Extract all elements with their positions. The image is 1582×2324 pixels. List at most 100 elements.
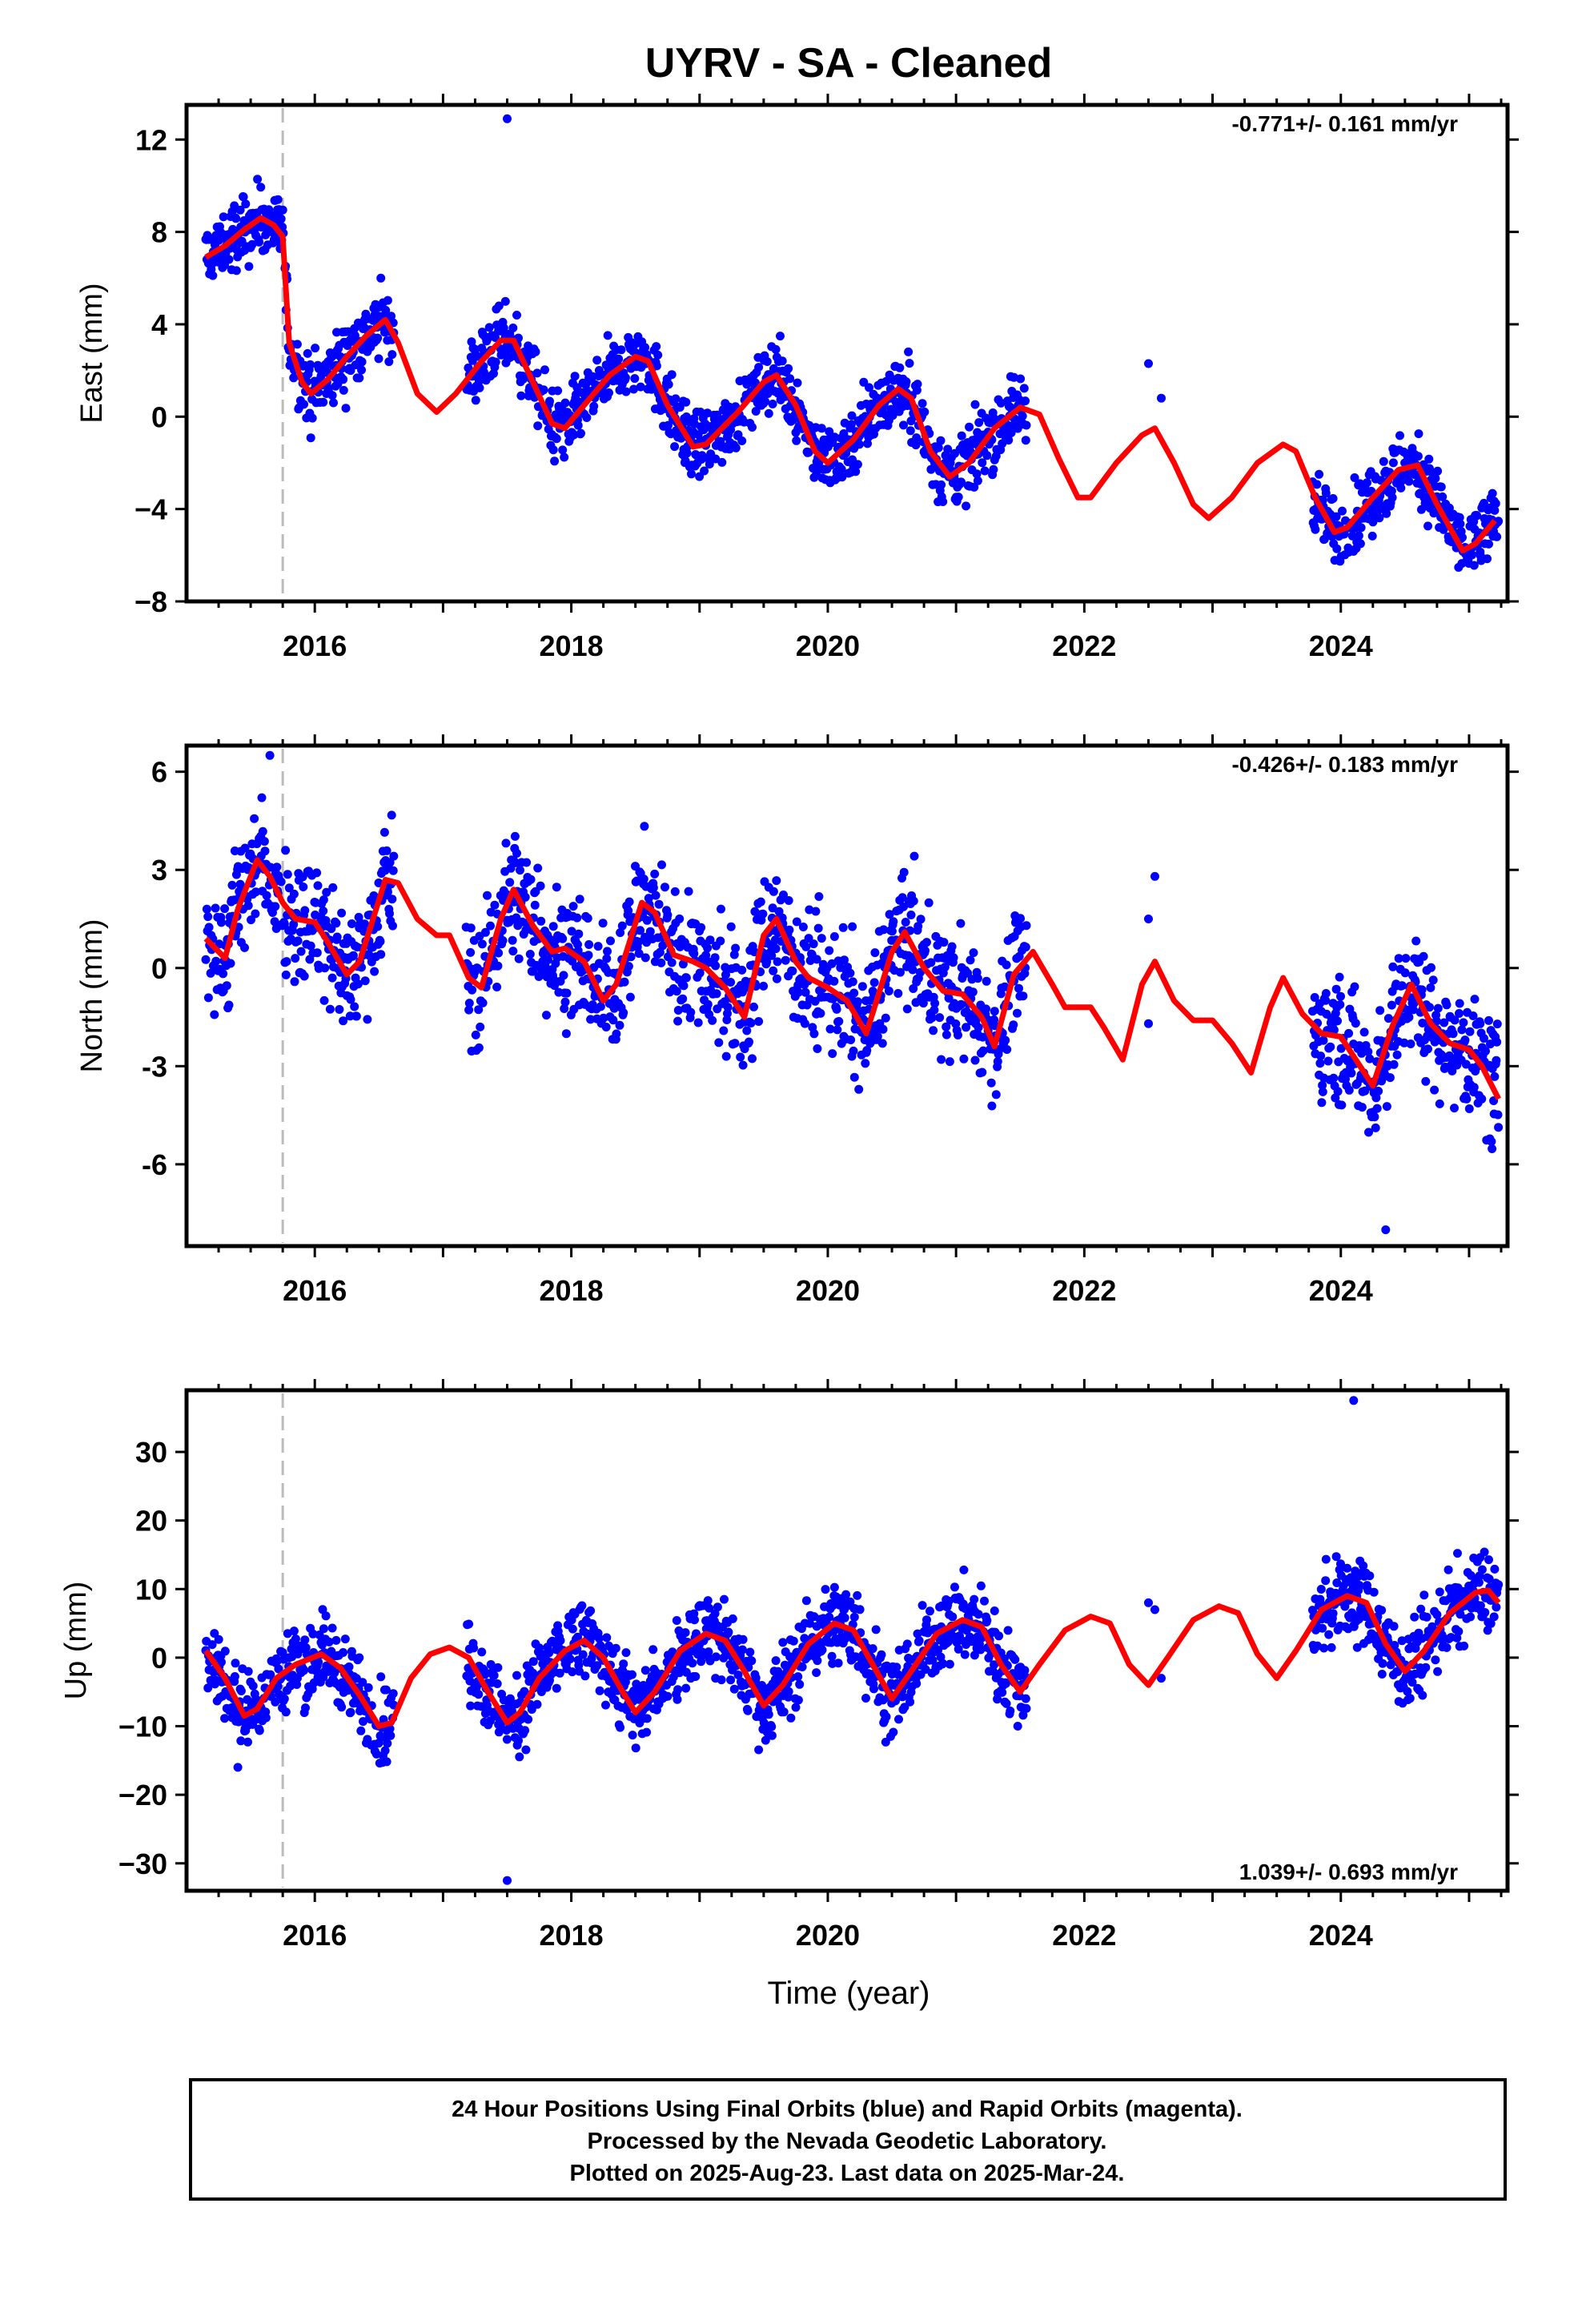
observation-point bbox=[1016, 374, 1026, 384]
observation-point bbox=[729, 1684, 739, 1694]
observation-point bbox=[970, 1651, 979, 1660]
observation-point bbox=[582, 413, 592, 422]
observation-point bbox=[1355, 539, 1365, 549]
observation-point bbox=[663, 1691, 673, 1701]
observation-point bbox=[917, 399, 927, 408]
observation-point bbox=[1491, 499, 1500, 509]
observation-point bbox=[542, 1011, 551, 1020]
observation-point bbox=[956, 919, 966, 928]
observation-point bbox=[673, 1685, 683, 1695]
observation-point bbox=[626, 952, 636, 962]
observation-point bbox=[1425, 1003, 1434, 1012]
observation-point bbox=[849, 1612, 859, 1622]
observation-point bbox=[319, 1624, 328, 1634]
plot-frame bbox=[184, 1388, 1510, 1893]
observation-point bbox=[673, 1695, 682, 1704]
observation-point bbox=[1457, 1025, 1467, 1035]
figure-title: UYRV - SA - Cleaned bbox=[645, 40, 1053, 86]
observation-point bbox=[921, 1665, 930, 1675]
observation-point bbox=[829, 932, 839, 941]
observation-point bbox=[1350, 982, 1359, 991]
observation-point bbox=[553, 386, 563, 396]
observation-point bbox=[798, 923, 808, 931]
observation-point bbox=[620, 373, 630, 383]
observation-point bbox=[596, 1002, 605, 1011]
observation-point bbox=[738, 1060, 748, 1070]
observation-point bbox=[697, 1657, 706, 1667]
observation-point bbox=[853, 997, 862, 1007]
observation-point bbox=[957, 477, 966, 487]
observation-point bbox=[924, 898, 934, 907]
observation-point bbox=[589, 401, 599, 411]
rate-annotation: -0.771+/- 0.161 mm/yr bbox=[1231, 111, 1458, 136]
observation-point bbox=[602, 1633, 612, 1642]
observation-point bbox=[1459, 1018, 1468, 1027]
observation-point bbox=[726, 978, 736, 987]
observation-point bbox=[716, 936, 725, 946]
observation-point bbox=[804, 448, 813, 457]
observation-point bbox=[1349, 1396, 1359, 1405]
observation-point bbox=[231, 266, 241, 275]
observation-point bbox=[319, 995, 329, 1005]
observation-point bbox=[825, 946, 834, 955]
observation-point bbox=[908, 965, 917, 975]
observation-point bbox=[348, 951, 358, 960]
observation-point bbox=[869, 1684, 878, 1694]
observation-point bbox=[1455, 999, 1464, 1008]
observation-point bbox=[873, 1031, 882, 1041]
observation-point bbox=[990, 1660, 999, 1670]
observation-point bbox=[846, 420, 856, 429]
observation-point bbox=[1489, 1612, 1499, 1622]
observation-point bbox=[664, 380, 673, 389]
observation-point bbox=[1404, 476, 1414, 486]
observation-point bbox=[1321, 989, 1331, 998]
observation-point bbox=[493, 1663, 503, 1672]
observation-point bbox=[1010, 1655, 1020, 1664]
observation-point bbox=[865, 383, 873, 392]
observation-point bbox=[512, 849, 521, 858]
observation-point bbox=[788, 967, 797, 975]
observation-point bbox=[1311, 525, 1320, 534]
observation-point bbox=[251, 1695, 261, 1704]
observation-point bbox=[227, 880, 237, 890]
observation-point bbox=[508, 324, 518, 332]
observation-point bbox=[1383, 1014, 1393, 1023]
observation-point bbox=[1399, 1038, 1409, 1047]
observation-point bbox=[828, 1049, 837, 1059]
observation-point bbox=[679, 981, 689, 991]
observation-point bbox=[572, 913, 582, 923]
observation-point bbox=[1354, 531, 1363, 541]
observation-point bbox=[573, 1632, 582, 1642]
observation-point bbox=[934, 1646, 943, 1655]
observation-point bbox=[290, 977, 299, 987]
observation-point bbox=[512, 1671, 521, 1680]
observation-point bbox=[817, 934, 826, 943]
y-tick-label: 6 bbox=[151, 756, 167, 789]
observation-point bbox=[980, 1596, 989, 1606]
observation-point bbox=[811, 907, 821, 916]
observation-point bbox=[383, 296, 392, 305]
observation-point bbox=[1484, 539, 1493, 549]
observation-point bbox=[1018, 412, 1027, 420]
footer-line-3: Plotted on 2025-Aug-23. Last data on 202… bbox=[570, 2161, 1125, 2186]
observation-point bbox=[226, 959, 235, 968]
observation-point bbox=[668, 1647, 677, 1657]
observation-point bbox=[388, 1689, 398, 1699]
x-tick-label: 2020 bbox=[796, 1919, 860, 1952]
observation-point bbox=[466, 923, 476, 933]
observation-point bbox=[520, 892, 530, 902]
observation-point bbox=[905, 359, 914, 368]
observation-point bbox=[768, 400, 777, 408]
observation-point bbox=[1363, 478, 1371, 488]
observation-point bbox=[1352, 1642, 1362, 1652]
x-tick-label: 2022 bbox=[1052, 1919, 1116, 1952]
observation-point bbox=[1494, 517, 1504, 526]
observation-point bbox=[387, 810, 396, 820]
observation-point bbox=[970, 482, 979, 492]
observation-point bbox=[1492, 1019, 1502, 1029]
observation-point bbox=[854, 1084, 864, 1094]
observation-point bbox=[1419, 1590, 1429, 1600]
observation-point bbox=[621, 1648, 631, 1658]
observation-point bbox=[1002, 1699, 1011, 1708]
observation-point bbox=[687, 469, 696, 479]
